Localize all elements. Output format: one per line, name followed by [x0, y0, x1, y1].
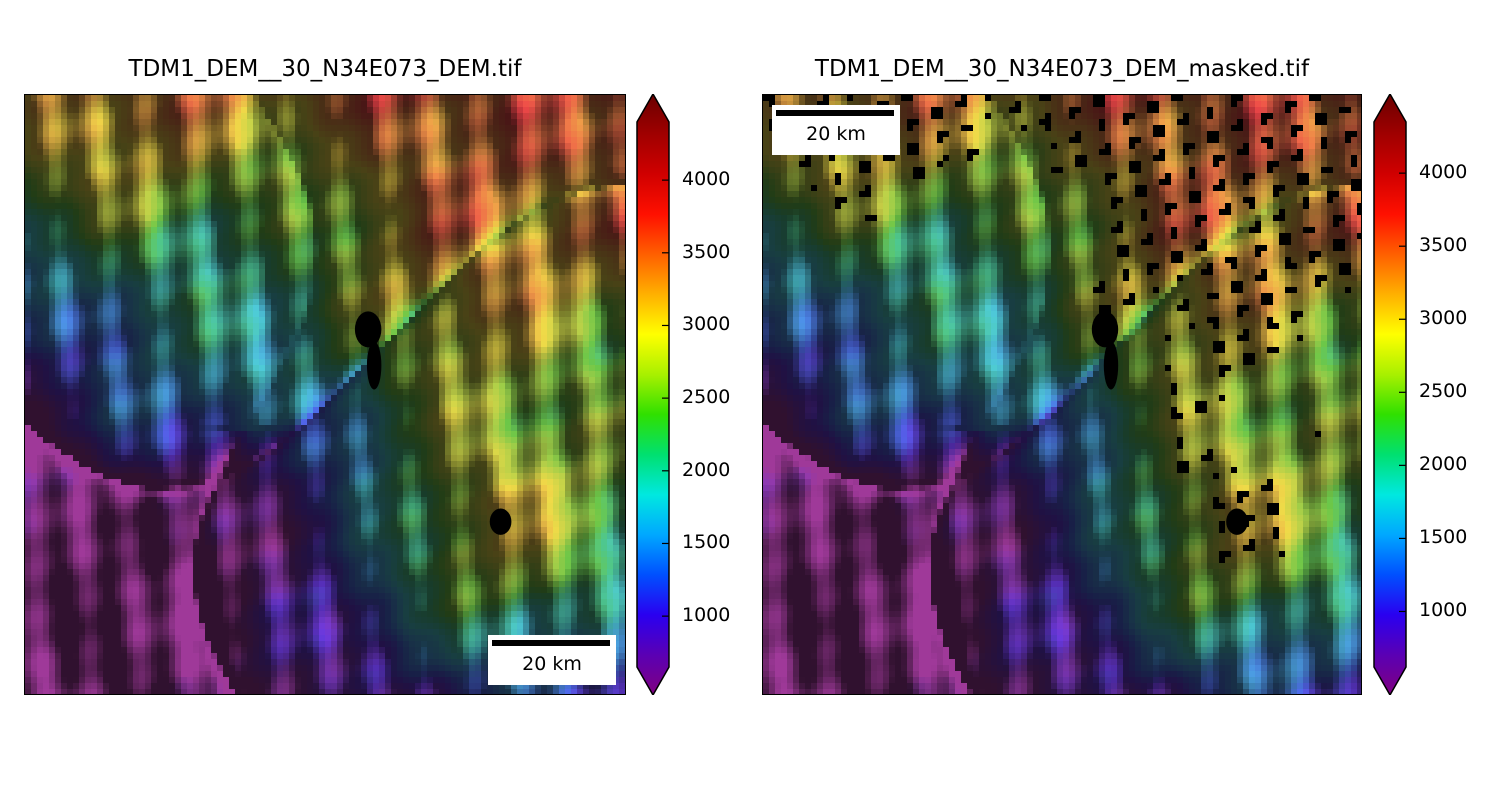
colorbar-tick-label: 3000 [682, 313, 730, 335]
nodata-void [354, 311, 382, 348]
colorbar-tick-label: 3000 [1419, 307, 1467, 329]
colorbar-tick-label: 4000 [682, 168, 730, 190]
nodata-void [366, 341, 382, 390]
scale-bar-line [492, 640, 610, 646]
colorbar-tick-label: 2000 [682, 459, 730, 481]
colorbar-gradient [636, 94, 670, 695]
colorbar-tick-label: 1500 [682, 531, 730, 553]
dem-hillshade-image-masked [763, 95, 1361, 694]
colorbar-gradient [1373, 94, 1407, 695]
colorbar-tick-label: 2500 [1419, 380, 1467, 402]
nodata-void [1226, 508, 1248, 535]
terrain-raster [763, 95, 1361, 694]
colorbar-tick-label: 2500 [682, 386, 730, 408]
panel-title-original: TDM1_DEM__30_N34E073_DEM.tif [24, 56, 626, 82]
nodata-void [489, 508, 512, 535]
scale-bar-original: 20 km [488, 635, 616, 685]
colorbar-tick-label: 1000 [1419, 599, 1467, 621]
colorbar-tick-label: 1500 [1419, 526, 1467, 548]
panel-title-masked: TDM1_DEM__30_N34E073_DEM_masked.tif [762, 56, 1362, 82]
scale-bar-masked: 20 km [772, 105, 900, 155]
colorbar-tick-label: 3500 [682, 241, 730, 263]
colorbar-tick-label: 3500 [1419, 234, 1467, 256]
colorbar-original [636, 94, 670, 695]
dem-map-original: 20 km [24, 94, 626, 695]
dem-map-masked: 20 km [762, 94, 1362, 695]
terrain-raster [25, 95, 625, 694]
nodata-void [1103, 341, 1119, 390]
scale-bar-label: 20 km [772, 123, 900, 145]
colorbar-tick-label: 1000 [682, 604, 730, 626]
colorbar-tick-label: 4000 [1419, 161, 1467, 183]
colorbar-masked [1373, 94, 1407, 695]
colorbar-tick-label: 2000 [1419, 453, 1467, 475]
scale-bar-label: 20 km [488, 653, 616, 675]
scale-bar-line [776, 110, 894, 116]
nodata-void [1091, 311, 1119, 348]
dem-hillshade-image-original [25, 95, 625, 694]
